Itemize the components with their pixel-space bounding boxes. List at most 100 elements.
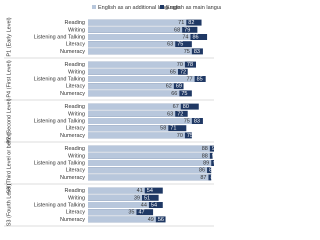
category-label: Numeracy (60, 175, 85, 181)
bar (88, 187, 145, 194)
chart: English as an additional languageEnglish… (4, 5, 221, 227)
bar (88, 118, 192, 124)
category-label: Listening and Talking (34, 76, 85, 82)
bar (88, 125, 169, 132)
category-label: Writing (68, 195, 85, 201)
bar (88, 83, 174, 90)
value-label: 75 (177, 42, 183, 48)
bar (88, 61, 185, 68)
value-label: 78 (187, 62, 193, 68)
bar (88, 216, 156, 223)
value-label: 75 (187, 133, 193, 139)
value-label: 89 (209, 168, 215, 174)
value-label: 79 (184, 27, 190, 33)
value-label: 89 (210, 175, 216, 181)
legend-swatch (92, 5, 96, 9)
category-label: Reading (65, 104, 86, 110)
group-label: P4 (First Level) (6, 60, 12, 97)
bar (88, 48, 192, 55)
value-label: 74 (182, 34, 188, 40)
value-label: 44 (141, 202, 147, 208)
category-label: Writing (68, 111, 85, 117)
category-label: Listening and Talking (34, 34, 85, 40)
bar (88, 194, 142, 201)
bar (88, 34, 191, 40)
value-label: 89 (203, 160, 209, 166)
legend-swatch (160, 5, 164, 9)
bar (88, 76, 195, 82)
value-label: 88 (202, 153, 208, 159)
value-label: 77 (186, 76, 192, 82)
value-label: 71 (170, 126, 176, 132)
bar (88, 68, 178, 75)
category-label: Numeracy (60, 133, 85, 139)
value-label: 56 (158, 217, 164, 223)
value-label: 72 (177, 111, 183, 117)
value-label: 75 (181, 91, 187, 97)
category-label: Listening and Talking (34, 160, 85, 166)
value-label: 86 (199, 168, 205, 174)
value-label: 69 (176, 84, 182, 90)
value-label: 49 (148, 217, 154, 223)
category-label: Listening and Talking (34, 118, 85, 124)
bar (88, 167, 208, 174)
value-label: 75 (184, 49, 190, 55)
legend-label: English as main language (166, 5, 221, 11)
bar (88, 160, 212, 166)
bar (88, 132, 185, 139)
group-label: P1 (Early Level) (6, 17, 12, 56)
bar (88, 174, 209, 181)
value-label: 88 (202, 146, 208, 152)
group-label: S3 (Fourth Level) (6, 184, 12, 227)
value-label: 63 (167, 111, 173, 117)
value-label: 86 (192, 34, 198, 40)
value-label: 62 (166, 84, 172, 90)
value-label: 91 (212, 146, 218, 152)
group-label: S3 (Third Level or better) (6, 132, 12, 193)
category-label: Reading (65, 20, 86, 26)
category-label: Numeracy (60, 49, 85, 55)
bar (88, 26, 183, 33)
value-label: 58 (160, 126, 166, 132)
category-label: Literacy (66, 42, 86, 48)
bar (88, 103, 181, 110)
bar (88, 145, 210, 152)
category-label: Reading (65, 188, 86, 194)
category-label: Literacy (66, 84, 86, 90)
value-label: 41 (137, 188, 143, 194)
value-label: 66 (171, 91, 177, 97)
category-label: Writing (68, 27, 85, 33)
value-label: 90 (212, 153, 218, 159)
value-label: 80 (183, 104, 189, 110)
value-label: 87 (200, 175, 206, 181)
value-label: 47 (138, 210, 144, 216)
category-label: Numeracy (60, 217, 85, 223)
value-label: 71 (178, 20, 184, 26)
value-label: 68 (174, 27, 180, 33)
bar (88, 41, 176, 48)
value-label: 65 (170, 69, 176, 75)
value-label: 85 (197, 76, 203, 82)
legend-label: English as an additional language (98, 5, 180, 11)
category-label: Literacy (66, 126, 86, 132)
value-label: 54 (151, 202, 157, 208)
value-label: 35 (128, 210, 134, 216)
bar (88, 202, 149, 208)
value-label: 75 (184, 118, 190, 124)
bar (88, 209, 137, 216)
value-label: 91 (213, 160, 219, 166)
bar (88, 110, 176, 117)
category-label: Writing (68, 153, 85, 159)
value-label: 83 (194, 118, 200, 124)
bar (88, 19, 187, 26)
value-label: 39 (134, 195, 140, 201)
value-label: 82 (188, 20, 194, 26)
category-label: Writing (68, 69, 85, 75)
bar (88, 152, 210, 159)
value-label: 51 (144, 195, 150, 201)
category-label: Literacy (66, 210, 86, 216)
value-label: 67 (173, 104, 179, 110)
value-label: 70 (177, 133, 183, 139)
value-label: 83 (194, 49, 200, 55)
bar (88, 90, 180, 97)
